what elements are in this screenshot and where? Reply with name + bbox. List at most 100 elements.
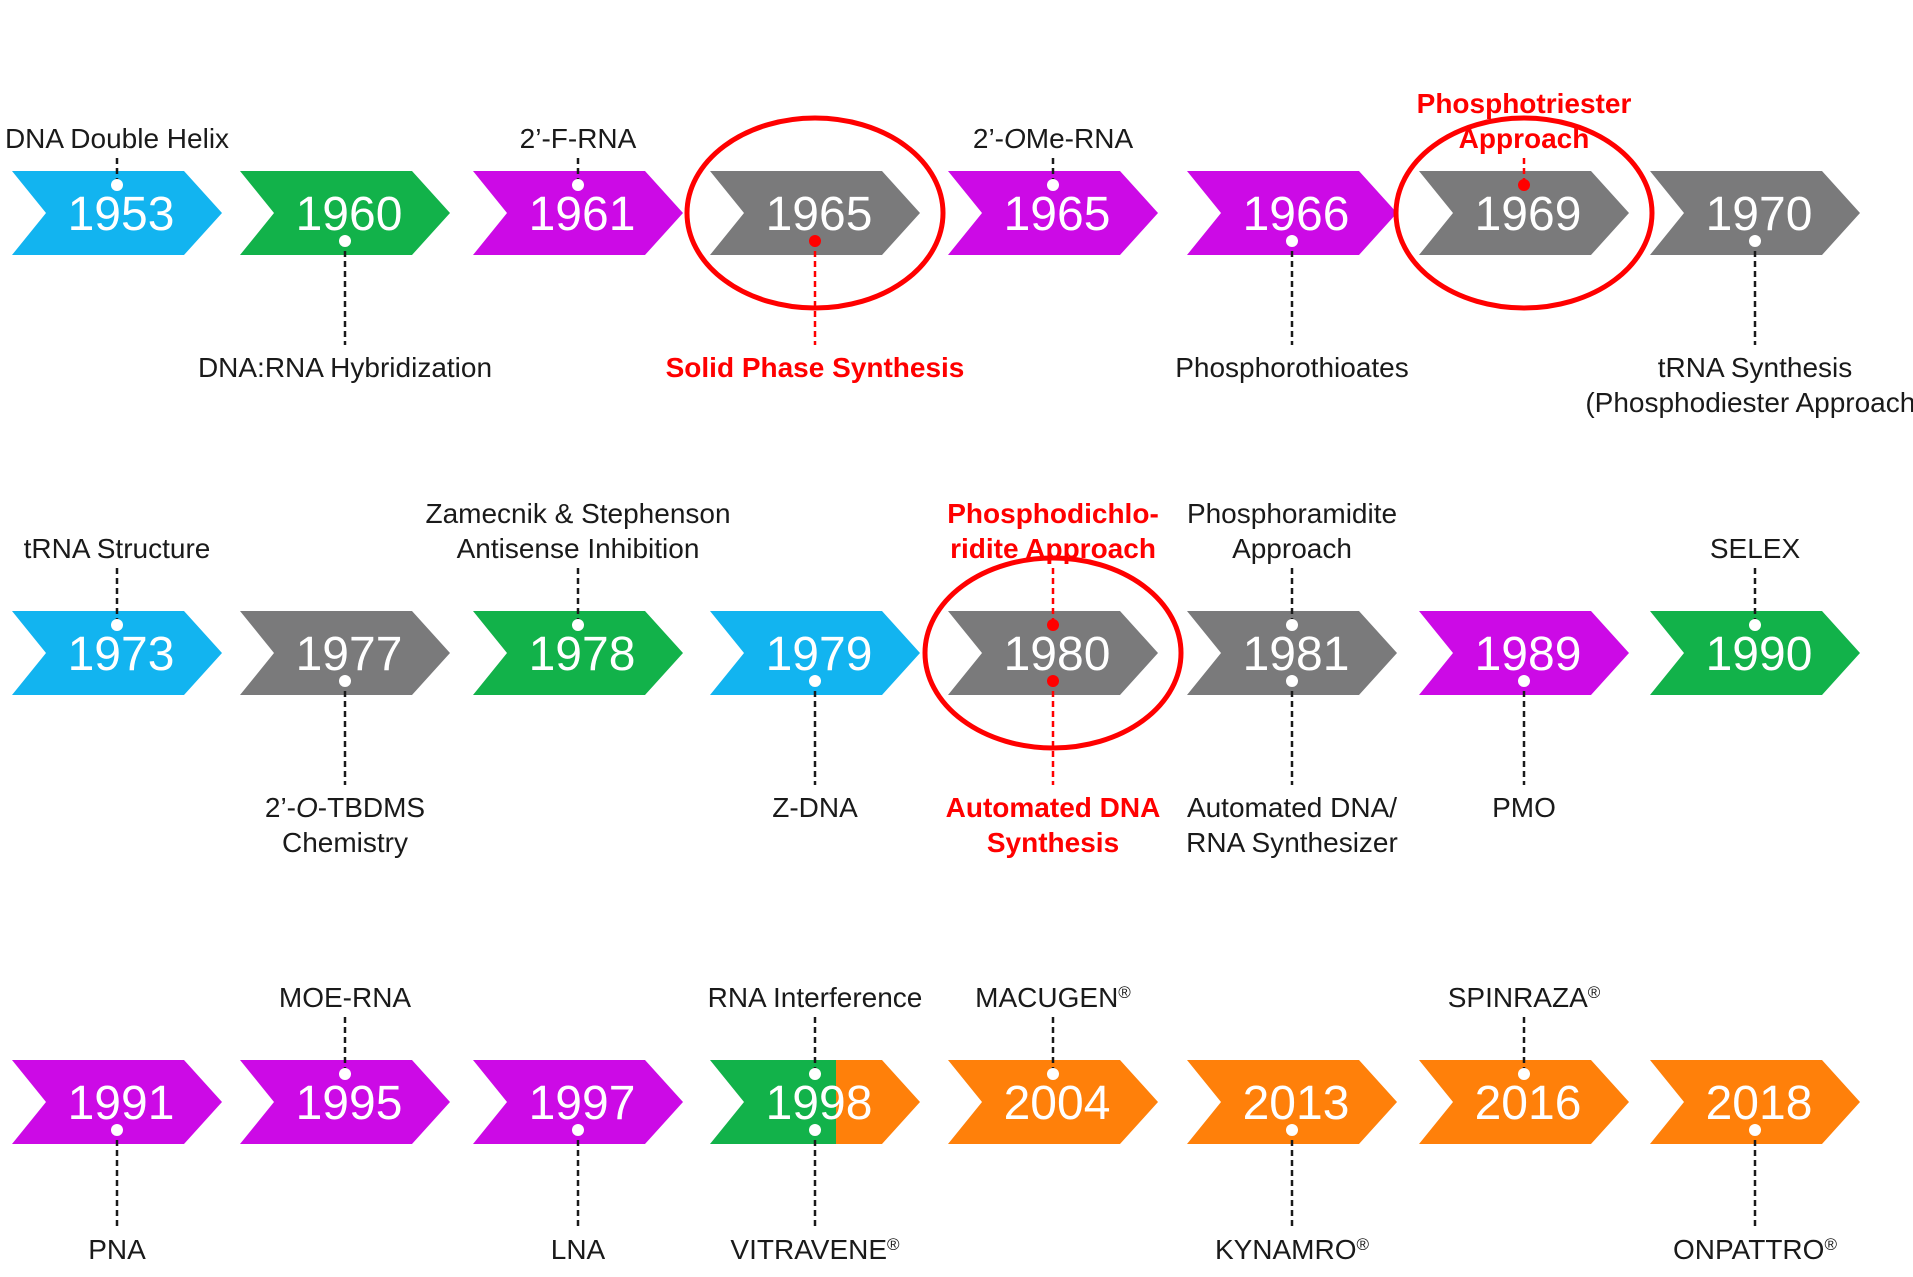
milestone-1978: 1978 Zamecnik & Stephenson Antisense Inhib… xyxy=(425,498,731,695)
milestone-year: 1953 xyxy=(68,188,175,241)
connector-dot xyxy=(809,675,821,687)
milestone-year: 1981 xyxy=(1243,628,1350,681)
milestone-label: MOE-RNA xyxy=(279,982,412,1013)
milestone-year: 2018 xyxy=(1706,1077,1813,1130)
milestone-label: PMO xyxy=(1492,792,1556,823)
connector-dot xyxy=(809,235,821,247)
milestone-arrow xyxy=(710,611,920,695)
milestone-year: 1970 xyxy=(1706,188,1813,241)
milestone-1998: 1998 RNA Interference VITRAVENE® xyxy=(708,982,923,1265)
milestone-year: 1960 xyxy=(296,188,403,241)
milestone-1991: 1991 PNA xyxy=(12,1060,222,1265)
connector-dot xyxy=(339,675,351,687)
milestone-label: KYNAMRO® xyxy=(1215,1234,1370,1265)
milestone-label: LNA xyxy=(551,1234,606,1265)
connector-dot xyxy=(1286,675,1298,687)
milestone-year: 1965 xyxy=(1004,188,1111,241)
milestone-year: 1977 xyxy=(296,628,403,681)
milestone-1966: 1966 Phosphorothioates xyxy=(1175,171,1409,383)
milestone-1973: 1973 tRNA Structure xyxy=(12,533,222,695)
milestone-label: Phosphotriester xyxy=(1417,88,1632,119)
milestone-label: Solid Phase Synthesis xyxy=(666,352,965,383)
milestone-arrow xyxy=(1187,611,1397,695)
milestone-1981: 1981 Phosphoramidite Approach Automated DNA… xyxy=(1186,498,1398,858)
milestone-arrow xyxy=(948,1060,1158,1144)
milestone-1961: 1961 2’-F-RNA xyxy=(473,123,683,255)
connector-dot xyxy=(1047,179,1059,191)
milestone-label: RNA Synthesizer xyxy=(1186,827,1398,858)
connector-dot xyxy=(1047,675,1059,687)
milestone-label: Approach xyxy=(1232,533,1352,564)
milestone-year: 1990 xyxy=(1706,628,1813,681)
connector-dot xyxy=(572,179,584,191)
milestone-label: Chemistry xyxy=(282,827,408,858)
milestone-year: 1989 xyxy=(1475,628,1582,681)
milestone-2018: 2018 ONPATTRO® xyxy=(1650,1060,1860,1265)
milestone-label: Zamecnik & Stephenson xyxy=(425,498,730,529)
milestone-2004: 2004 MACUGEN® xyxy=(948,982,1158,1144)
milestone-arrow xyxy=(710,171,920,255)
milestone-arrow xyxy=(12,611,222,695)
milestone-arrow xyxy=(240,171,450,255)
connector-dot xyxy=(111,1124,123,1136)
milestone-year: 1991 xyxy=(68,1077,175,1130)
highlight-circle xyxy=(922,555,1184,751)
milestone-1970: 1970 tRNA Synthesis (Phosphodiester Approa… xyxy=(1585,171,1913,418)
milestone-label: ONPATTRO® xyxy=(1673,1234,1837,1265)
milestone-label: (Phosphodiester Approach) xyxy=(1585,387,1913,418)
milestone-arrow xyxy=(710,1060,920,1144)
connector-dot xyxy=(572,619,584,631)
milestone-arrow xyxy=(1419,1060,1629,1144)
connector-dot xyxy=(339,1068,351,1080)
milestone-label: Synthesis xyxy=(987,827,1119,858)
milestone-2013: 2013 KYNAMRO® xyxy=(1187,1060,1397,1265)
connector-dot xyxy=(1286,235,1298,247)
milestone-arrow xyxy=(1419,171,1629,255)
highlight-circle xyxy=(684,115,946,311)
milestone-1965: 1965 Solid Phase Synthesis xyxy=(666,115,965,383)
milestone-year: 1998 xyxy=(766,1077,873,1130)
connector-dot xyxy=(339,235,351,247)
milestone-label: 2’-OMe-RNA xyxy=(973,123,1134,154)
milestone-1995: 1995 MOE-RNA xyxy=(240,982,450,1144)
milestone-1960: 1960 DNA:RNA Hybridization xyxy=(198,171,492,383)
milestone-1977: 1977 2’-O-TBDMS Chemistry xyxy=(240,611,450,858)
connector-dot xyxy=(809,1124,821,1136)
milestone-arrow xyxy=(948,171,1158,255)
milestone-arrow xyxy=(1650,171,1860,255)
milestone-label: Automated DNA xyxy=(946,792,1161,823)
connector-dot xyxy=(1749,235,1761,247)
connector-dot xyxy=(1286,1124,1298,1136)
milestone-year: 1995 xyxy=(296,1077,403,1130)
milestone-label: 2’-O-TBDMS xyxy=(265,792,425,823)
milestone-label: RNA Interference xyxy=(708,982,923,1013)
milestone-label: Phosphodichlo- xyxy=(947,498,1159,529)
milestone-label: PNA xyxy=(88,1234,146,1265)
highlight-circle xyxy=(1393,115,1655,311)
milestone-arrow xyxy=(12,1060,222,1144)
milestone-label: DNA:RNA Hybridization xyxy=(198,352,492,383)
connector-dot xyxy=(111,179,123,191)
milestone-label: tRNA Synthesis xyxy=(1658,352,1853,383)
connector-dot xyxy=(1518,1068,1530,1080)
connector-dot xyxy=(1749,619,1761,631)
milestone-1979: 1979 Z-DNA xyxy=(710,611,920,823)
milestone-arrow xyxy=(240,1060,450,1144)
milestone-label: MACUGEN® xyxy=(975,982,1131,1013)
milestone-1953: 1953 DNA Double Helix xyxy=(5,123,229,255)
milestone-label: SELEX xyxy=(1710,533,1801,564)
milestone-year: 1961 xyxy=(529,188,636,241)
milestone-year: 1966 xyxy=(1243,188,1350,241)
milestone-arrow xyxy=(1187,171,1397,255)
connector-dot xyxy=(111,619,123,631)
milestone-1990: 1990 SELEX xyxy=(1650,533,1860,695)
milestone-arrow xyxy=(1187,1060,1397,1144)
milestone-year: 2016 xyxy=(1475,1077,1582,1130)
connector-dot xyxy=(572,1124,584,1136)
milestone-1969: 1969 Phosphotriester Approach xyxy=(1393,88,1655,311)
milestone-arrow xyxy=(948,611,1158,695)
milestone-arrow xyxy=(473,171,683,255)
